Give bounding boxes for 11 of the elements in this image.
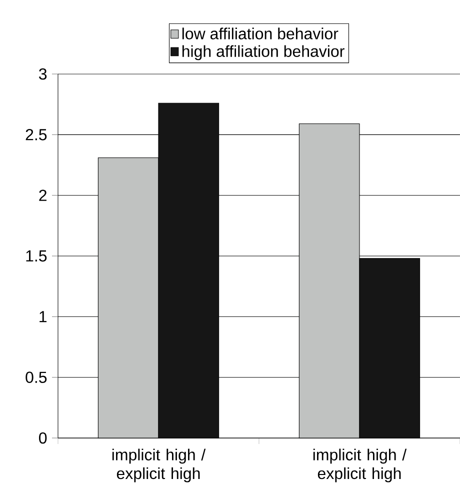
y-tick-label: 0 bbox=[39, 432, 47, 444]
legend-label: high affiliation behavior bbox=[182, 45, 344, 60]
y-tick-label: 1.5 bbox=[26, 250, 47, 262]
x-tick-label: implicit high / explicit high bbox=[112, 448, 206, 482]
y-tick-label: 2.5 bbox=[26, 129, 47, 140]
y-tick-label: 2 bbox=[39, 190, 46, 201]
legend-label: low affiliation behavior bbox=[182, 28, 338, 40]
y-tick-label: 0.5 bbox=[26, 372, 47, 383]
y-tick-label: 3 bbox=[38, 68, 47, 80]
y-tick-label: 1 bbox=[40, 311, 46, 322]
x-tick-label: implicit high / explicit high bbox=[313, 448, 407, 482]
